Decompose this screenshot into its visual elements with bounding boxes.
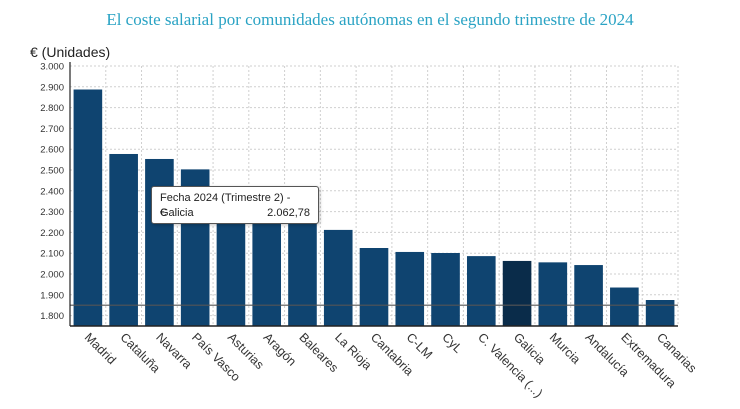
bar-9 <box>395 251 425 326</box>
y-tick-label: 2.700 <box>40 124 64 135</box>
bar-0 <box>73 89 103 326</box>
bar-10 <box>431 252 460 326</box>
y-tick-label: 2.900 <box>40 82 64 93</box>
bar-7 <box>323 229 353 326</box>
tooltip-date: Fecha 2024 (Trimestre 2) - Galicia <box>160 192 291 219</box>
x-tick-label: Madrid <box>82 330 119 367</box>
tooltip-unit: € <box>160 207 167 219</box>
x-tick-label: C. Valencia (...) <box>475 330 545 400</box>
y-tick-label: 2.400 <box>40 186 64 197</box>
x-tick-label: C-LM <box>404 330 436 362</box>
bar-14 <box>574 265 603 326</box>
bar-2 <box>145 158 174 326</box>
chart-title: El coste salarial por comunidades autóno… <box>106 10 634 29</box>
bar-8 <box>359 248 389 326</box>
x-tick-label: CyL <box>439 330 465 356</box>
bar-6 <box>288 220 317 326</box>
y-tick-label: 2.000 <box>40 270 64 281</box>
bar-1 <box>109 153 138 326</box>
bar-16 <box>645 300 675 326</box>
y-tick-label: 2.500 <box>40 166 64 177</box>
x-tick-label: Murcia <box>547 330 583 366</box>
y-tick-label: 2.300 <box>40 207 64 218</box>
y-tick-label: 2.600 <box>40 145 64 156</box>
y-tick-label: 2.100 <box>40 249 64 260</box>
y-tick-label: 2.200 <box>40 228 64 239</box>
bar-12 <box>502 260 532 326</box>
y-tick-label: 3.000 <box>40 62 64 73</box>
tooltip-value: 2.062,78 <box>267 207 310 219</box>
y-axis-label: € (Unidades) <box>30 44 111 60</box>
x-tick-label: Aragón <box>261 330 299 368</box>
bar-11 <box>466 256 496 326</box>
y-tick-label: 1.900 <box>40 290 64 301</box>
bar-13 <box>538 262 568 326</box>
bar-15 <box>610 287 639 326</box>
y-tick-label: 2.800 <box>40 103 64 114</box>
bar-4 <box>216 205 246 326</box>
data-tooltip: Fecha 2024 (Trimestre 2) - Galicia € 2.0… <box>151 186 319 224</box>
bar-5 <box>252 212 282 326</box>
y-tick-label: 1.800 <box>40 311 64 322</box>
